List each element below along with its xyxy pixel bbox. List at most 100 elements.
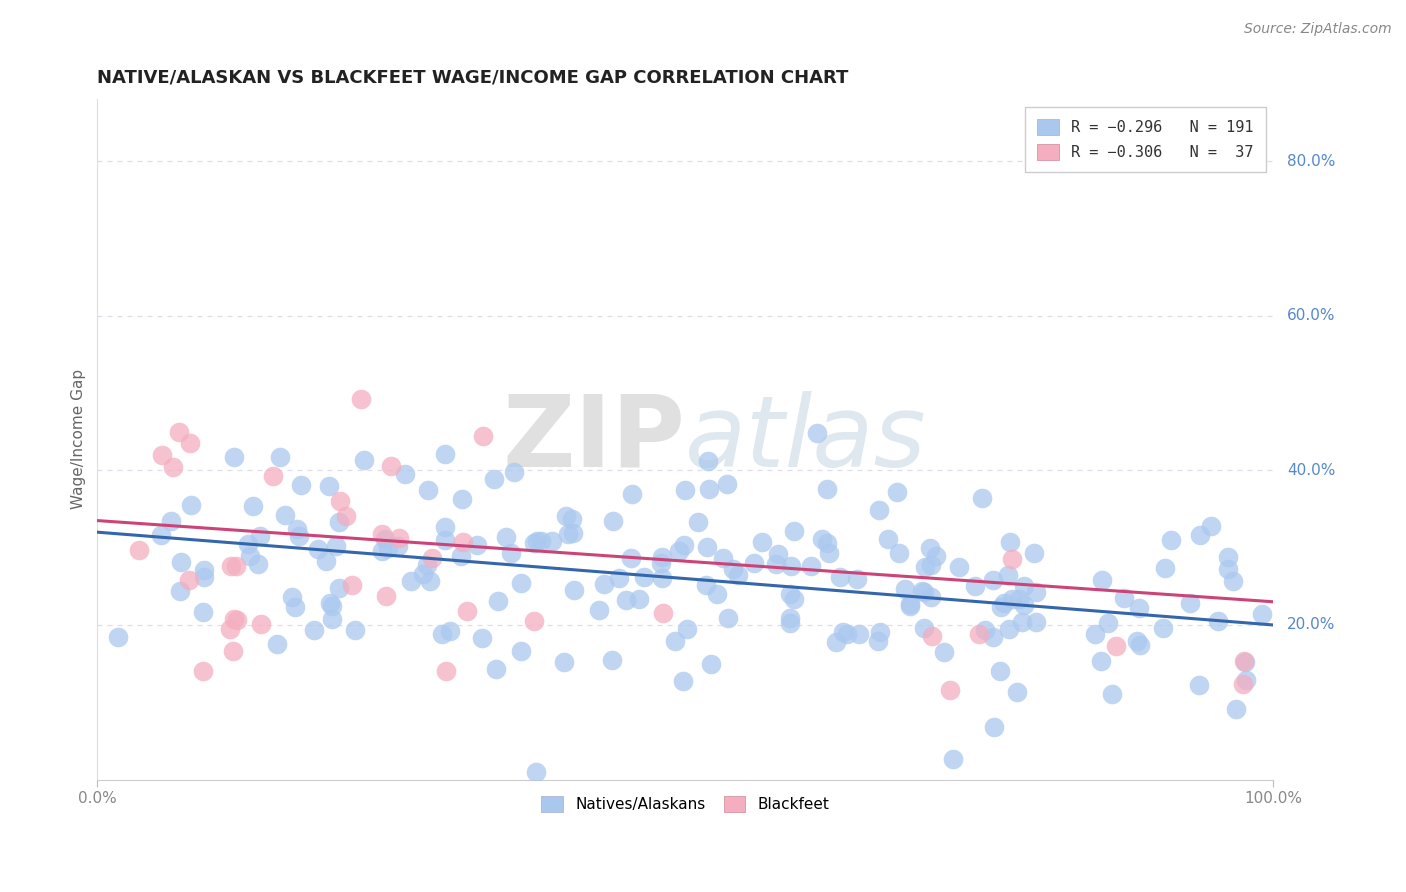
Point <box>177 573 200 587</box>
Text: NATIVE/ALASKAN VS BLACKFEET WAGE/INCOME GAP CORRELATION CHART: NATIVE/ALASKAN VS BLACKFEET WAGE/INCOME … <box>97 69 849 87</box>
Point <box>555 508 578 523</box>
Point <box>898 599 921 613</box>
Point <box>806 425 828 440</box>
Point <box>239 549 262 563</box>
Point <box>1114 591 1136 606</box>
Point <box>321 611 343 625</box>
Point <box>1025 585 1047 599</box>
Point <box>169 555 191 569</box>
Point <box>222 643 245 657</box>
Point <box>302 624 325 638</box>
Point <box>418 483 440 497</box>
Point <box>179 436 201 450</box>
Point <box>765 557 787 571</box>
Point <box>727 568 749 582</box>
Point <box>981 573 1004 587</box>
Point <box>1001 552 1024 566</box>
Point <box>651 550 673 565</box>
Point <box>509 575 531 590</box>
Point <box>963 579 986 593</box>
Point <box>285 522 308 536</box>
Point <box>1188 527 1211 541</box>
Point <box>399 574 422 588</box>
Point <box>695 540 717 554</box>
Point <box>914 560 936 574</box>
Point <box>387 539 409 553</box>
Point <box>918 541 941 555</box>
Point <box>162 460 184 475</box>
Point <box>621 486 644 500</box>
Text: ZIP: ZIP <box>502 391 685 488</box>
Point <box>894 582 917 596</box>
Point <box>614 592 637 607</box>
Point <box>250 617 273 632</box>
Point <box>509 644 531 658</box>
Point <box>288 528 311 542</box>
Point <box>222 450 245 464</box>
Point <box>939 683 962 698</box>
Point <box>779 610 801 624</box>
Point <box>342 578 364 592</box>
Point <box>673 483 696 498</box>
Point <box>948 560 970 574</box>
Point <box>1000 535 1022 549</box>
Point <box>633 570 655 584</box>
Point <box>815 482 838 496</box>
Point <box>602 514 624 528</box>
Point <box>419 574 441 588</box>
Point <box>191 664 214 678</box>
Point <box>676 623 699 637</box>
Point <box>561 512 583 526</box>
Point <box>281 590 304 604</box>
Point <box>1225 702 1247 716</box>
Point <box>482 472 505 486</box>
Point <box>107 630 129 644</box>
Point <box>262 469 284 483</box>
Point <box>471 632 494 646</box>
Point <box>329 494 352 508</box>
Point <box>269 450 291 464</box>
Point <box>620 551 643 566</box>
Point <box>374 589 396 603</box>
Point <box>284 599 307 614</box>
Point <box>1222 574 1244 588</box>
Point <box>828 570 851 584</box>
Point <box>274 508 297 523</box>
Point <box>222 612 245 626</box>
Point <box>193 563 215 577</box>
Point <box>1233 655 1256 669</box>
Point <box>877 532 900 546</box>
Point <box>990 665 1012 679</box>
Point <box>562 582 585 597</box>
Point <box>602 653 624 667</box>
Point <box>974 623 997 637</box>
Point <box>711 550 734 565</box>
Point <box>472 428 495 442</box>
Point <box>1084 626 1107 640</box>
Point <box>783 591 806 606</box>
Point <box>716 477 738 491</box>
Point <box>522 614 544 628</box>
Point <box>1153 621 1175 635</box>
Point <box>997 622 1019 636</box>
Point <box>990 599 1012 614</box>
Point <box>377 541 399 555</box>
Point <box>439 624 461 638</box>
Point <box>898 597 921 611</box>
Point <box>218 623 240 637</box>
Point <box>686 515 709 529</box>
Point <box>845 572 868 586</box>
Point <box>783 524 806 538</box>
Point <box>1216 549 1239 564</box>
Point <box>353 453 375 467</box>
Point <box>593 577 616 591</box>
Point <box>912 621 935 635</box>
Point <box>1232 677 1254 691</box>
Point <box>981 630 1004 644</box>
Point <box>811 533 834 547</box>
Point <box>932 645 955 659</box>
Point <box>380 458 402 473</box>
Point <box>420 550 443 565</box>
Point <box>1153 561 1175 575</box>
Point <box>866 634 889 648</box>
